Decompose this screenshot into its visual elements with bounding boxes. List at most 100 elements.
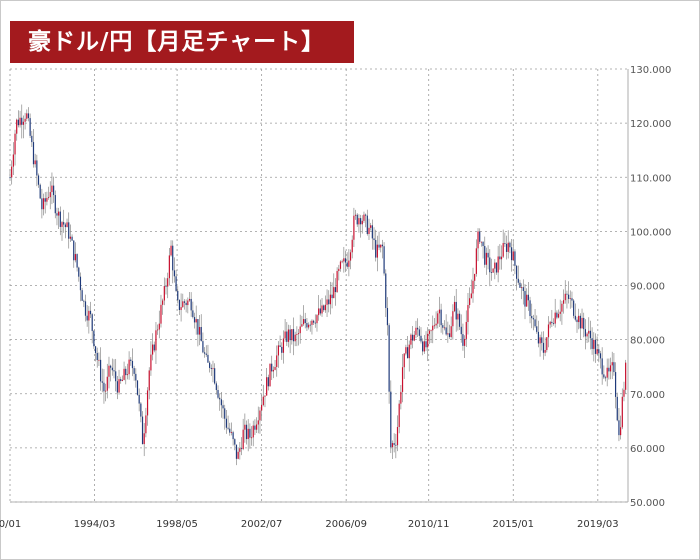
- candle-body: [17, 119, 19, 126]
- candle-body: [136, 380, 139, 395]
- candle-body: [165, 286, 167, 287]
- candle-body: [229, 428, 231, 433]
- candle-body: [620, 427, 622, 436]
- candle-body: [255, 424, 258, 430]
- candle-body: [316, 315, 318, 324]
- candle-body: [138, 394, 140, 404]
- candle-body: [313, 320, 315, 323]
- candle-body: [458, 313, 461, 327]
- candle-body: [365, 214, 367, 216]
- candle-body: [187, 300, 189, 306]
- y-axis: 130.000 120.000 110.000 100.000 90.000 80.000…: [630, 65, 671, 509]
- candle-body: [261, 405, 263, 411]
- candle-body: [428, 330, 430, 334]
- candle-body: [517, 278, 519, 283]
- candle-body: [385, 273, 387, 308]
- candle-body: [598, 349, 600, 354]
- candle-body: [324, 304, 326, 311]
- candle-body: [388, 325, 390, 392]
- candle-body: [42, 198, 45, 210]
- candle-body: [559, 311, 561, 314]
- candle-body: [254, 425, 256, 430]
- candle-body: [406, 347, 409, 359]
- candle-body: [74, 254, 77, 261]
- candle-body: [140, 403, 142, 417]
- candle-body: [443, 327, 446, 329]
- y-tick-label: 130.000: [630, 65, 671, 76]
- candle-body: [519, 282, 521, 288]
- candle-body: [445, 327, 447, 335]
- candle-body: [522, 287, 524, 291]
- candle-body: [593, 339, 595, 349]
- candle-body: [614, 372, 617, 397]
- candle-body: [203, 352, 206, 354]
- candle-body: [467, 305, 469, 322]
- candle-body: [430, 330, 432, 332]
- x-tick-label: 0/01: [0, 519, 21, 530]
- y-tick-label: 80.000: [630, 336, 665, 347]
- candle-body: [464, 338, 466, 346]
- candle-body: [609, 365, 612, 372]
- candle-body: [56, 213, 58, 216]
- candle-body: [368, 227, 370, 234]
- candle-body: [413, 334, 415, 341]
- y-tick-label: 90.000: [630, 282, 665, 293]
- candle-body: [536, 326, 538, 332]
- candle-body: [37, 175, 40, 185]
- y-tick-label: 120.000: [630, 119, 671, 130]
- candle-body: [603, 374, 605, 378]
- candle-body: [599, 353, 602, 359]
- candle-body: [349, 252, 352, 261]
- candle-body: [618, 420, 620, 436]
- candle-body: [427, 333, 429, 348]
- candle-body: [537, 331, 540, 344]
- candle-body: [148, 370, 150, 391]
- candle-body: [46, 197, 48, 202]
- candle-body: [113, 370, 115, 372]
- candle-body: [366, 215, 368, 234]
- candle-body: [393, 443, 395, 445]
- candle-body: [319, 308, 321, 314]
- candle-body: [54, 195, 56, 214]
- candle-body: [262, 396, 264, 406]
- candle-body: [474, 273, 476, 281]
- candle-body: [453, 301, 456, 312]
- candle-body: [311, 320, 313, 325]
- candle-body: [242, 429, 244, 450]
- candle-body: [284, 331, 286, 339]
- candle-body: [116, 381, 118, 393]
- candle-body: [41, 198, 43, 210]
- candle-body: [505, 243, 508, 252]
- candle-body: [616, 396, 618, 421]
- candle-body: [125, 368, 127, 376]
- candle-body: [539, 337, 541, 344]
- candle-body: [460, 326, 462, 335]
- candle-body: [272, 369, 274, 372]
- candle-body: [230, 432, 233, 433]
- candle-body: [66, 222, 68, 228]
- candle-body: [266, 377, 268, 396]
- candle-body: [271, 363, 273, 372]
- candle-body: [405, 347, 407, 354]
- candle-body: [103, 382, 105, 392]
- x-tick-label: 2015/01: [492, 519, 534, 530]
- candle-body: [625, 362, 627, 390]
- candle-body: [98, 359, 100, 361]
- candle-body: [314, 322, 316, 324]
- candle-body: [581, 317, 583, 329]
- candle-body: [346, 262, 348, 267]
- candle-body: [579, 315, 581, 329]
- candle-body: [21, 117, 23, 125]
- candle-body: [282, 338, 285, 353]
- candle-body: [578, 315, 580, 323]
- candle-body: [153, 344, 155, 351]
- candle-body: [235, 444, 238, 459]
- candle-body: [489, 257, 491, 273]
- candle-body: [591, 338, 593, 349]
- candle-body: [333, 287, 335, 299]
- candle-body: [79, 276, 82, 291]
- candle-body: [526, 294, 528, 307]
- candle-body: [521, 287, 523, 289]
- candle-body: [621, 396, 623, 428]
